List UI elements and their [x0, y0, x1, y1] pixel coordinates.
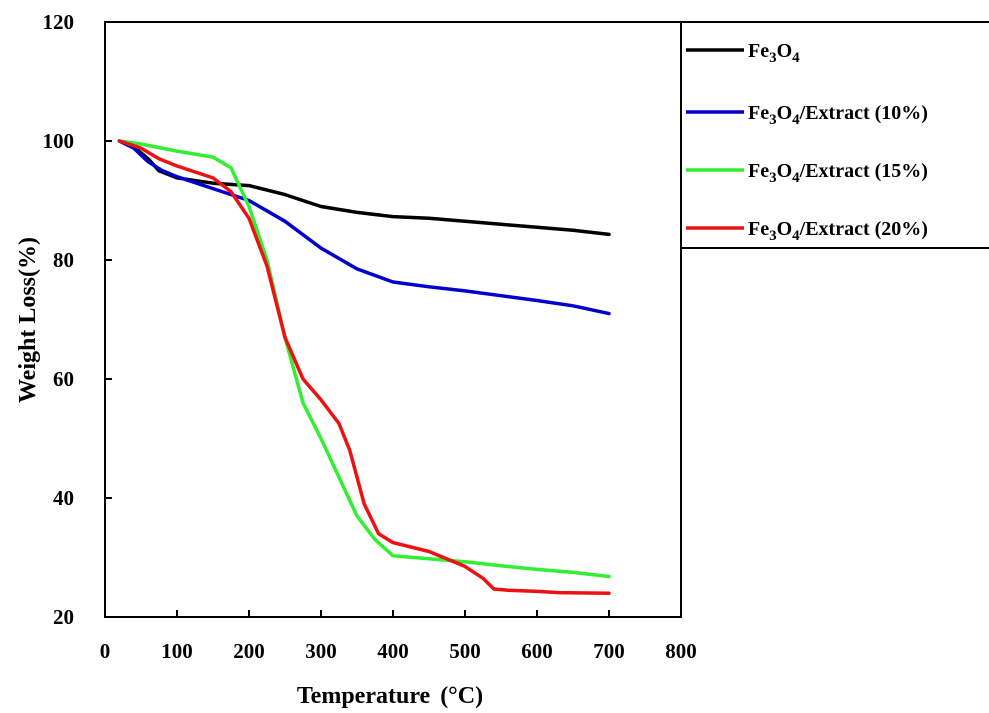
series-line-3 [117, 139, 611, 579]
x-tick-label: 700 [593, 639, 625, 663]
y-tick-label: 60 [53, 367, 74, 391]
x-tick-label: 800 [665, 639, 697, 663]
series-line-2 [117, 139, 611, 316]
series-line-4 [117, 139, 611, 595]
x-tick-label: 500 [449, 639, 481, 663]
legend-label-2: Fe3O4/Extract (10%) [748, 102, 928, 128]
legend: Fe3O4 Fe3O4/Extract (10%) Fe3O4/Extract (1… [680, 21, 989, 249]
x-tick-label: 600 [521, 639, 553, 663]
plot-area-frame [104, 21, 682, 618]
x-axis: 0 100 200 300 400 500 600 700 800 [100, 610, 697, 663]
legend-label-1: Fe3O4 [748, 40, 800, 66]
series-layer [117, 139, 611, 595]
y-tick-label: 40 [53, 486, 74, 510]
y-tick-label: 80 [53, 248, 74, 272]
y-tick-label: 120 [43, 10, 75, 34]
legend-label-4: Fe3O4/Extract (20%) [748, 218, 928, 244]
x-tick-label: 200 [233, 639, 265, 663]
legend-label-3: Fe3O4/Extract (15%) [748, 160, 928, 186]
x-tick-label: 300 [305, 639, 337, 663]
x-tick-label: 0 [100, 639, 111, 663]
x-tick-label: 100 [161, 639, 193, 663]
x-axis-title-unit: (°C) [440, 683, 483, 709]
legend-box [680, 21, 989, 249]
y-tick-label: 100 [43, 129, 75, 153]
x-tick-label: 400 [377, 639, 409, 663]
x-axis-title-label: Temperature [297, 683, 431, 709]
x-axis-title: Temperature (°C) [297, 683, 483, 709]
y-axis-title: Weight Loss(%) [15, 237, 41, 403]
y-tick-label: 20 [53, 605, 74, 629]
y-axis: 20 40 60 80 100 120 [43, 10, 112, 629]
